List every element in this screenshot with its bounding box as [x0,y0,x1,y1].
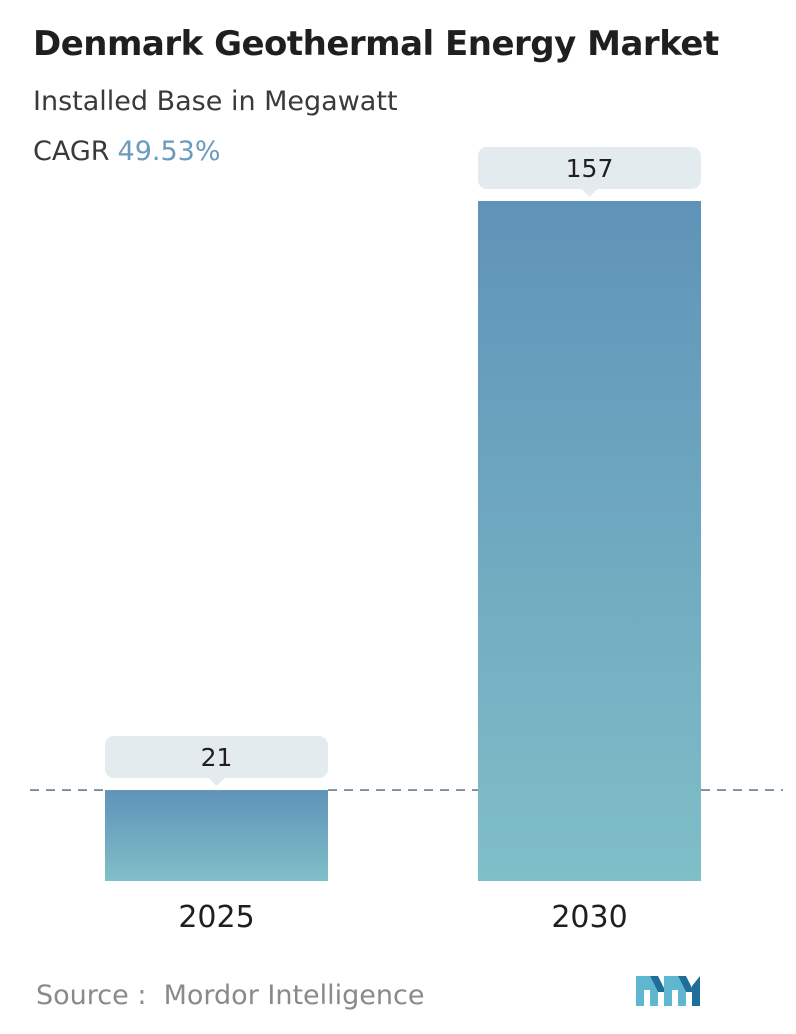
bar-2025 [105,790,328,881]
value-label-box [478,147,701,189]
cagr-line: CAGR 49.53% [33,136,220,167]
x-tick-label: 2025 [178,900,254,935]
value-label-callout: 157 [478,147,701,197]
value-label: 21 [201,743,233,772]
source-line: Source : Mordor Intelligence [36,980,424,1011]
source-label: Source : [36,980,147,1011]
mordor-logo-icon [636,976,700,1006]
value-label: 157 [566,154,614,183]
value-label-pointer [208,778,225,787]
value-label-box [105,736,328,779]
x-tick-label: 2030 [551,900,627,935]
cagr-label: CAGR [33,136,110,167]
source-name: Mordor Intelligence [163,980,425,1011]
value-label-callout: 21 [105,736,328,787]
bar-2030 [478,201,701,881]
cagr-value: 49.53% [117,136,221,167]
value-label-pointer [581,189,598,197]
chart-subtitle: Installed Base in Megawatt [33,86,398,117]
chart-title: Denmark Geothermal Energy Market [33,24,719,64]
